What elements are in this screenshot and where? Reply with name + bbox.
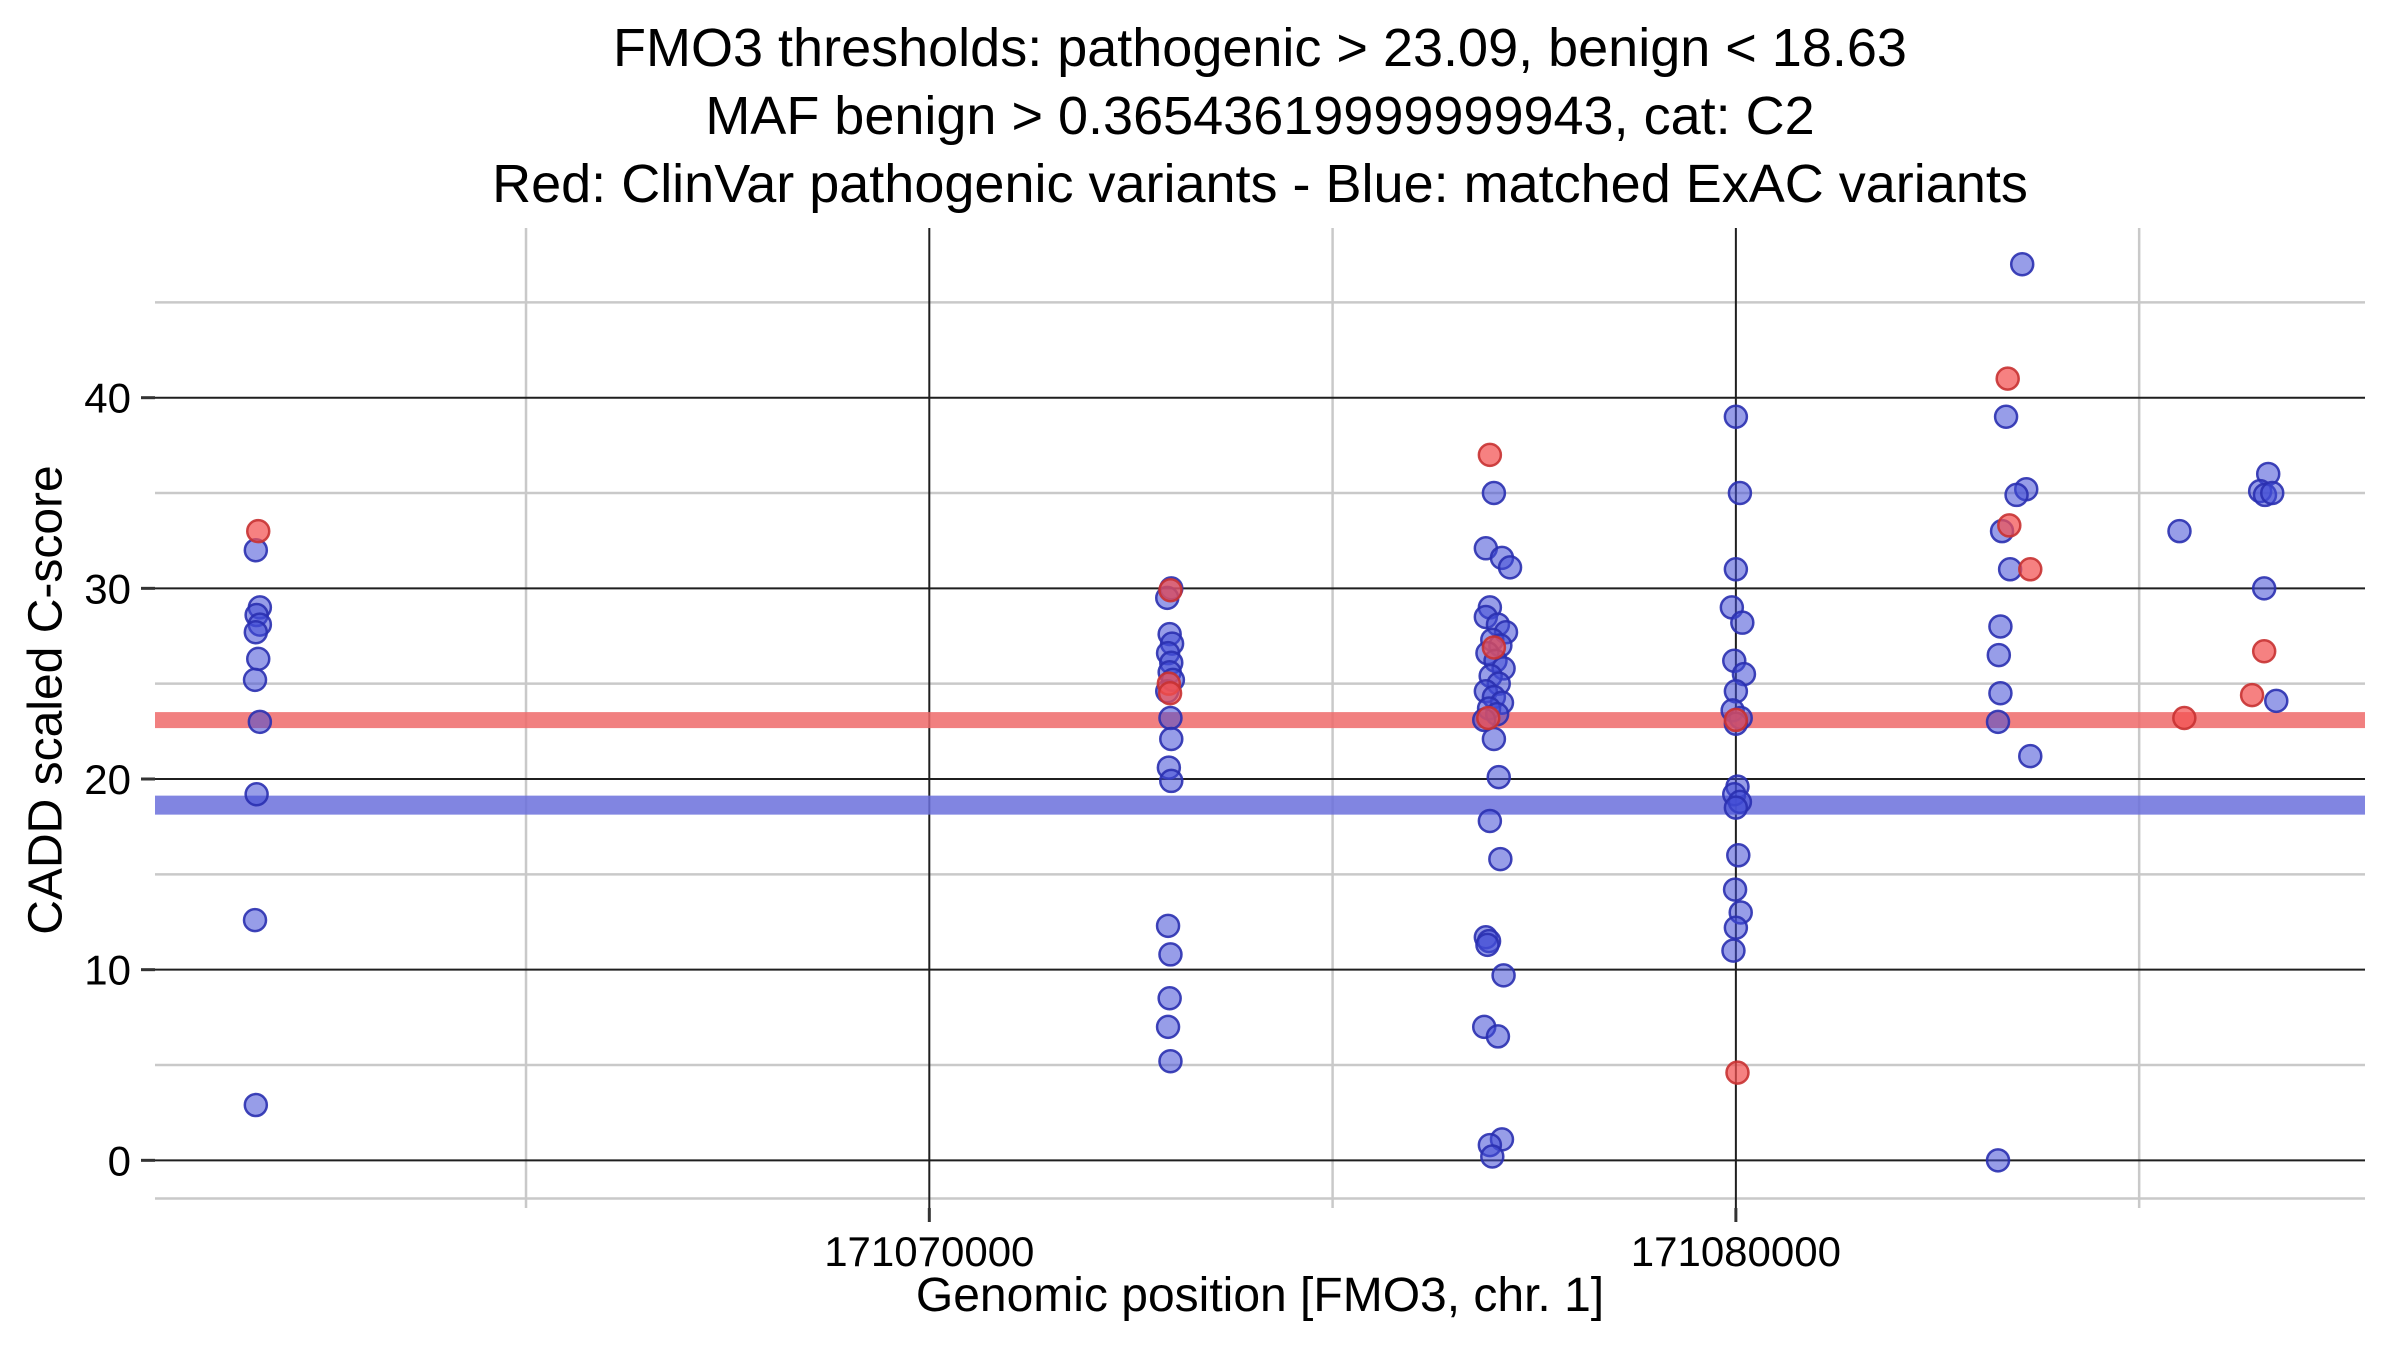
exac-variant-point (1723, 795, 1749, 820)
y-tick-label: 20 (84, 756, 131, 803)
clinvar-variant-point (2239, 682, 2265, 708)
y-tick-label: 0 (108, 1137, 131, 1184)
chart-title-line-2: MAF benign > 0.36543619999999943, cat: C… (705, 86, 1815, 146)
clinvar-variant-point (1995, 366, 2020, 391)
y-tick-label: 10 (84, 947, 131, 994)
clinvar-variant-point (1723, 707, 1749, 733)
exac-variant-point (243, 1092, 269, 1118)
clinvar-variant-point (245, 518, 271, 544)
exac-variant-point (1480, 1144, 1505, 1169)
exac-variant-point (1723, 915, 1749, 940)
exac-variant-point (1159, 726, 1184, 752)
exac-variant-point (1723, 404, 1749, 430)
x-axis-label: Genomic position [FMO3, chr. 1] (915, 1269, 1605, 1322)
clinvar-variant-point (2018, 557, 2043, 582)
clinvar-variant-point (2251, 639, 2277, 664)
clinvar-variant-point (1477, 442, 1503, 468)
exac-variant-point (244, 782, 269, 807)
exac-variant-point (1481, 726, 1507, 752)
exac-variant-point (2009, 251, 2035, 277)
x-tick-label: 171080000 (1631, 1228, 1841, 1275)
exac-variant-point (1997, 557, 2023, 582)
exac-variant-point (2264, 688, 2289, 714)
exac-variant-point (1485, 1024, 1511, 1049)
clinvar-variant-point (2172, 705, 2197, 731)
exac-variant-point (1727, 480, 1753, 506)
clinvar-variant-point (1158, 578, 1183, 603)
exac-variant-point (1726, 843, 1751, 868)
exac-variant-point (1985, 1148, 2011, 1173)
exac-variant-point (1488, 846, 1513, 872)
exac-variant-point (1985, 709, 2011, 735)
exac-variant-point (1475, 932, 1500, 958)
exac-variant-point (2018, 743, 2043, 769)
exac-variant-point (1155, 1014, 1181, 1040)
exac-variant-point (245, 646, 271, 672)
exac-variant-point (2251, 576, 2277, 601)
exac-variant-point (1988, 680, 2013, 706)
y-tick-label: 40 (84, 375, 131, 422)
clinvar-variant-point (1481, 635, 1507, 660)
exac-variant-point (1158, 705, 1183, 731)
exac-variant-point (2259, 480, 2285, 506)
clinvar-variant-point (1725, 1060, 1750, 1085)
exac-variant-point (1486, 764, 1511, 790)
exac-variant-point (1158, 1048, 1183, 1074)
chart-title: FMO3 thresholds: pathogenic > 23.09, ben… (155, 14, 2365, 218)
exac-variant-point (247, 709, 273, 735)
clinvar-variant-point (1997, 513, 2022, 538)
exac-variant-point (1988, 614, 2013, 639)
benign-threshold-band (155, 795, 2365, 815)
exac-variant-point (242, 907, 268, 933)
exac-variant-point (1723, 557, 1749, 582)
y-tick-label: 30 (84, 565, 131, 612)
clinvar-variant-point (1157, 680, 1183, 706)
exac-variant-point (1481, 480, 1507, 506)
exac-variant-point (1730, 610, 1755, 635)
exac-variant-point (1155, 913, 1181, 939)
exac-variant-point (1491, 963, 1516, 988)
exac-variant-point (1721, 938, 1746, 963)
exac-variant-point (2167, 518, 2192, 544)
exac-variant-point (1158, 942, 1183, 967)
exac-variant-point (1477, 808, 1503, 834)
exac-variant-point (1157, 986, 1182, 1011)
exac-variant-point (242, 667, 268, 693)
exac-variant-point (1986, 642, 2012, 668)
exac-variant-point (1722, 877, 1748, 902)
exac-variant-point (243, 619, 269, 645)
pathogenic-threshold-band (155, 712, 2365, 729)
exac-variant-point (1497, 555, 1523, 580)
exac-variant-point (1159, 768, 1184, 794)
chart-title-line-3: Red: ClinVar pathogenic variants - Blue:… (492, 154, 2028, 214)
clinvar-variant-point (1476, 705, 1501, 731)
exac-variant-point (2004, 482, 2029, 508)
chart-title-line-1: FMO3 thresholds: pathogenic > 23.09, ben… (613, 18, 1907, 78)
exac-variant-point (1993, 404, 2019, 430)
x-tick-label: 171070000 (824, 1228, 1034, 1275)
